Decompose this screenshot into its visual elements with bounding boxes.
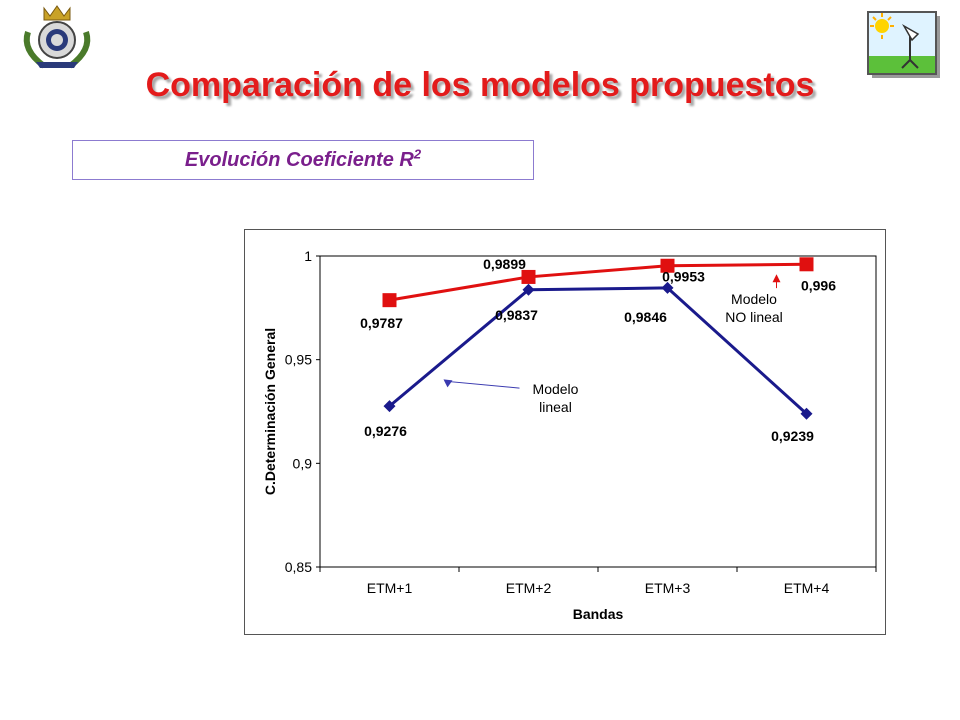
data-label: 0,9837 — [495, 307, 538, 323]
data-point-square — [660, 258, 675, 273]
x-tick-label: ETM+4 — [784, 580, 830, 596]
annotation-nonlinear-text: NO lineal — [725, 309, 783, 325]
data-label: 0,9953 — [662, 269, 705, 285]
data-point-square — [521, 269, 536, 284]
y-tick-label: 1 — [304, 248, 312, 264]
crest-emblem-icon — [14, 2, 100, 74]
data-point-square — [799, 257, 814, 272]
plot-area — [319, 255, 877, 568]
data-point-diamond — [661, 281, 674, 294]
data-label: 0,996 — [801, 277, 836, 293]
data-label: 0,9899 — [483, 256, 526, 272]
sun-and-antenna-icon — [866, 10, 944, 82]
annotation-linear-text: lineal — [539, 399, 572, 415]
data-point-diamond — [522, 283, 535, 296]
subtitle-text: Evolución Coeficiente R — [184, 149, 414, 171]
data-point-square — [382, 293, 397, 308]
annotation-linear-text: Modelo — [533, 381, 579, 397]
data-label: 0,9276 — [364, 423, 407, 439]
subtitle-superscript: 2 — [413, 146, 422, 162]
data-point-diamond — [383, 400, 396, 413]
data-label: 0,9787 — [360, 315, 403, 331]
y-axis-title: C.Determinación General — [262, 328, 278, 495]
line-chart: 1 0,95 0,9 0,85 ETM+1 ETM+2 ETM+3 ETM+4 Bandas C.… — [262, 248, 877, 622]
annotation-nonlinear-arrowhead — [772, 274, 781, 283]
annotation-linear-arrow — [447, 380, 520, 389]
annotation-nonlinear-text: Modelo — [731, 291, 777, 307]
data-point-diamond — [800, 407, 813, 420]
x-tick-label: ETM+3 — [645, 580, 691, 596]
data-label: 0,9239 — [771, 428, 814, 444]
series-line — [388, 286, 808, 415]
chart-subtitle-box: Evolución Coeficiente R2 — [72, 140, 534, 180]
y-tick-label: 0,85 — [285, 559, 312, 575]
x-axis-title: Bandas — [573, 606, 624, 622]
chart-frame: 1 0,95 0,9 0,85 ETM+1 ETM+2 ETM+3 ETM+4 Bandas C.… — [244, 229, 886, 635]
x-tick-label: ETM+1 — [367, 580, 413, 596]
y-tick-label: 0,9 — [293, 455, 313, 471]
x-tick-label: ETM+2 — [506, 580, 552, 596]
series-line — [389, 262, 807, 302]
annotation-linear-arrowhead — [443, 379, 453, 388]
y-tick-label: 0,95 — [285, 352, 312, 368]
slide-title: Comparación de los modelos propuestos — [145, 66, 815, 104]
data-label: 0,9846 — [624, 309, 667, 325]
